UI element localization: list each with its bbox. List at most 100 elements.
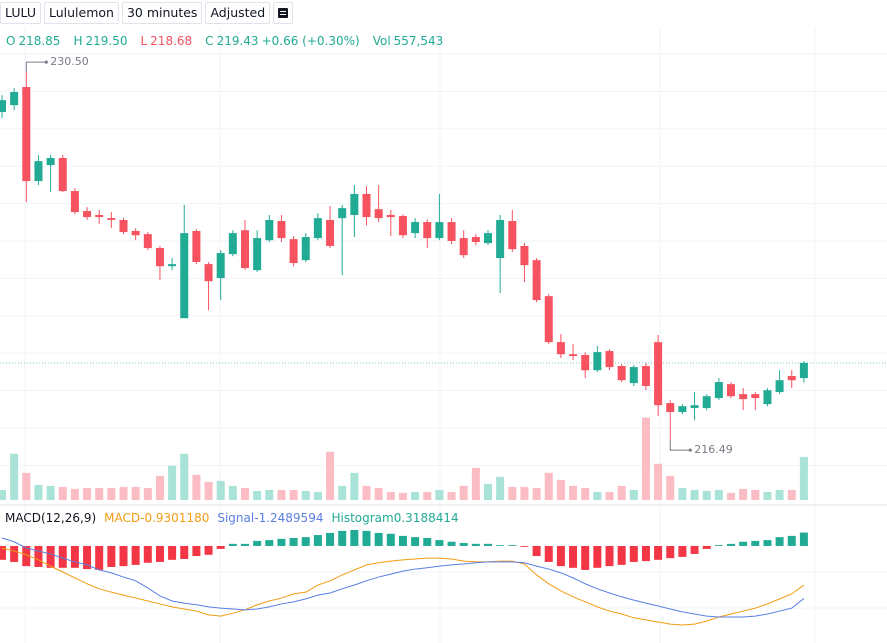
histogram-bar <box>46 545 55 568</box>
legend-key: Signal <box>217 511 255 525</box>
candle-body <box>143 234 152 249</box>
candle-body <box>216 253 225 279</box>
volume-bar <box>277 489 286 500</box>
interval[interactable]: 30 minutes <box>121 2 203 24</box>
volume-bar <box>241 487 249 500</box>
candle-body <box>374 209 383 219</box>
volume-bar <box>593 491 602 500</box>
histogram-bar <box>739 541 748 546</box>
macd-line <box>1 537 805 618</box>
histogram-bar <box>447 541 456 546</box>
volume-bar <box>763 491 772 500</box>
candle-body <box>435 222 444 239</box>
symbol[interactable]: LULU <box>0 2 41 24</box>
volume-bar <box>799 456 808 500</box>
legend-item: MACD-0.9301180 <box>104 511 209 525</box>
histogram-bar <box>338 530 347 546</box>
volume-bar <box>107 487 116 500</box>
candle-body <box>386 214 395 218</box>
candle-body <box>228 233 237 255</box>
company-name[interactable]: Lululemon <box>43 2 119 24</box>
histogram-bar <box>95 545 104 570</box>
histogram-bar <box>799 532 808 546</box>
volume-bar <box>350 472 359 500</box>
legend-item: Signal-1.2489594 <box>217 511 323 525</box>
volume-bar <box>702 490 711 500</box>
histogram-bar <box>131 545 140 565</box>
histogram-bar <box>0 545 6 560</box>
candle-body <box>617 366 626 381</box>
legend-key: Histogram <box>331 511 394 525</box>
volume-bar <box>654 463 663 500</box>
candle-body <box>168 264 177 267</box>
histogram-bar <box>350 530 359 546</box>
annotation-dot <box>688 448 692 452</box>
candle-body <box>484 233 492 244</box>
histogram-bar <box>617 545 626 565</box>
menu-icon[interactable] <box>273 2 294 24</box>
histogram-bar <box>374 532 383 546</box>
volume-bar <box>180 453 189 500</box>
volume-bar <box>459 485 468 500</box>
volume-bar <box>143 487 152 500</box>
volume-bar <box>58 486 67 500</box>
histogram-bar <box>253 540 262 546</box>
candle-body <box>581 354 590 371</box>
volume-bar <box>265 489 274 500</box>
candle-body <box>34 161 43 182</box>
histogram-bar <box>435 540 444 546</box>
histogram-bar <box>216 545 225 549</box>
candle-body <box>775 380 784 393</box>
menu-glyph <box>278 8 289 18</box>
candle-body <box>289 239 298 264</box>
volume-bar <box>569 485 578 500</box>
histogram-bar <box>666 545 675 559</box>
histogram-bar <box>204 545 213 555</box>
volume-bar <box>411 491 420 500</box>
histogram-bar <box>605 545 614 567</box>
volume-bar <box>374 487 383 500</box>
candle-body <box>265 219 274 241</box>
volume-bar <box>313 491 322 500</box>
annotation-leader <box>669 440 691 451</box>
histogram-bar <box>714 545 723 546</box>
histogram-bar <box>228 543 237 546</box>
histogram-bar <box>22 545 31 567</box>
candle-body <box>301 237 310 261</box>
volume-bar <box>386 491 395 500</box>
candle-body <box>763 390 772 405</box>
histogram-bar <box>727 543 735 546</box>
histogram-bar <box>386 533 395 546</box>
histogram-bar <box>569 545 578 568</box>
volume-bar <box>496 476 505 500</box>
legend-item: H 219.50 <box>73 34 130 48</box>
volume-bar <box>556 479 565 500</box>
adjustment[interactable]: Adjusted <box>205 2 271 24</box>
volume-bar <box>204 481 213 500</box>
volume-bar <box>605 491 614 500</box>
volume-bar <box>301 490 310 500</box>
histogram-bar <box>496 545 505 546</box>
candle-body <box>241 230 249 269</box>
histogram-bar <box>265 540 274 546</box>
volume-bar <box>131 486 140 500</box>
histogram-bar <box>763 540 772 546</box>
histogram-bar <box>775 537 784 546</box>
candle-body <box>605 351 614 368</box>
volume-bar <box>751 489 760 500</box>
candle-body <box>641 366 650 386</box>
candle-body <box>119 219 128 233</box>
histogram-bar <box>532 545 541 557</box>
volume-bar <box>289 489 298 500</box>
indicator-title: MACD(12,26,9) <box>5 511 97 525</box>
candle-body <box>751 394 760 399</box>
volume-bar <box>155 475 164 500</box>
histogram-bar <box>180 545 189 559</box>
candle-body <box>131 230 140 236</box>
volume-bar <box>326 451 335 500</box>
legend-item: L 218.68 <box>140 34 195 48</box>
histogram-bar <box>398 535 407 546</box>
volume-bar <box>508 486 517 500</box>
volume-bar <box>666 475 675 500</box>
